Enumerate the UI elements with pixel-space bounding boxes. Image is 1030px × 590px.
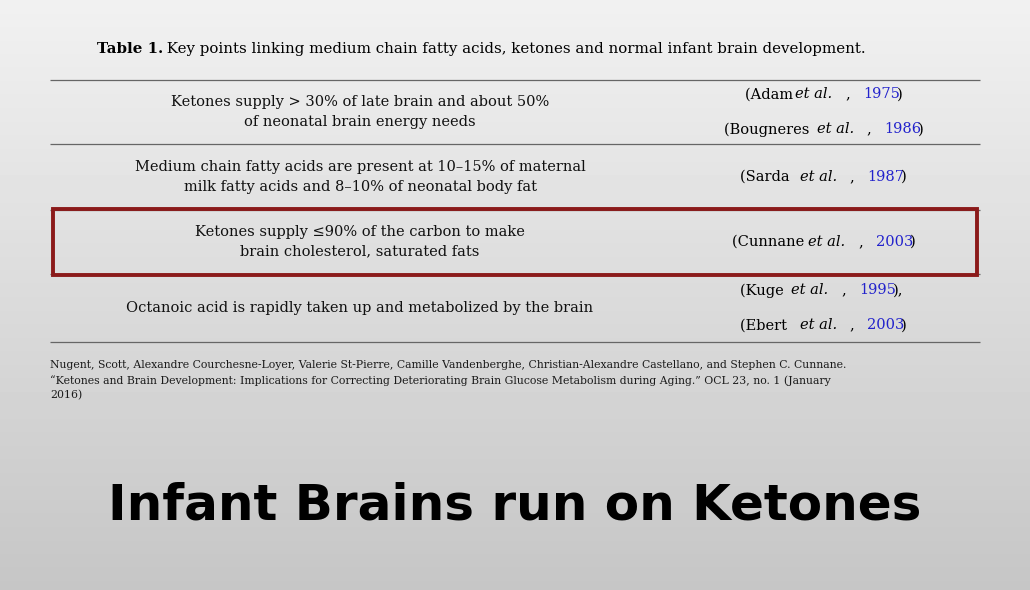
Text: Ketones supply ≤90% of the carbon to make
brain cholesterol, saturated fats: Ketones supply ≤90% of the carbon to mak…	[195, 225, 525, 259]
Text: 2003: 2003	[876, 235, 914, 249]
Text: ): )	[901, 170, 906, 184]
Text: (Cunnane: (Cunnane	[732, 235, 809, 249]
Text: ,: ,	[867, 123, 877, 136]
Text: et al.: et al.	[799, 170, 836, 184]
Text: ,: ,	[851, 170, 860, 184]
Text: ): )	[918, 123, 924, 136]
Text: ,: ,	[847, 87, 856, 101]
Text: et al.: et al.	[817, 123, 854, 136]
Text: Key points linking medium chain fatty acids, ketones and normal infant brain dev: Key points linking medium chain fatty ac…	[162, 42, 865, 56]
Text: Ketones supply > 30% of late brain and about 50%
of neonatal brain energy needs: Ketones supply > 30% of late brain and a…	[171, 95, 549, 129]
Text: (Kuge: (Kuge	[741, 283, 789, 298]
Text: ),: ),	[893, 284, 903, 297]
Text: (Sarda: (Sarda	[741, 170, 795, 184]
Text: (Adam: (Adam	[745, 87, 797, 101]
Text: Medium chain fatty acids are present at 10–15% of maternal
milk fatty acids and : Medium chain fatty acids are present at …	[135, 160, 585, 194]
Text: (Bougneres: (Bougneres	[723, 122, 814, 137]
Text: Infant Brains run on Ketones: Infant Brains run on Ketones	[108, 481, 922, 529]
Text: ,: ,	[859, 235, 868, 249]
Text: 1995: 1995	[859, 284, 896, 297]
Text: et al.: et al.	[799, 319, 836, 333]
Text: et al.: et al.	[809, 235, 846, 249]
Text: et al.: et al.	[795, 87, 832, 101]
Text: Nugent, Scott, Alexandre Courchesne-Loyer, Valerie St-Pierre, Camille Vandenberg: Nugent, Scott, Alexandre Courchesne-Loye…	[50, 360, 847, 401]
Text: et al.: et al.	[791, 284, 828, 297]
Text: 1986: 1986	[884, 123, 921, 136]
Text: ): )	[897, 87, 902, 101]
Text: ): )	[909, 235, 916, 249]
Text: 1987: 1987	[867, 170, 904, 184]
Text: 2003: 2003	[867, 319, 904, 333]
Text: ): )	[901, 319, 906, 333]
Text: ,: ,	[842, 284, 851, 297]
Text: Octanoic acid is rapidly taken up and metabolized by the brain: Octanoic acid is rapidly taken up and me…	[127, 301, 593, 315]
Text: Table 1.: Table 1.	[97, 42, 163, 56]
Text: (Ebert: (Ebert	[741, 319, 792, 333]
Text: 1975: 1975	[863, 87, 900, 101]
Text: ,: ,	[851, 319, 860, 333]
